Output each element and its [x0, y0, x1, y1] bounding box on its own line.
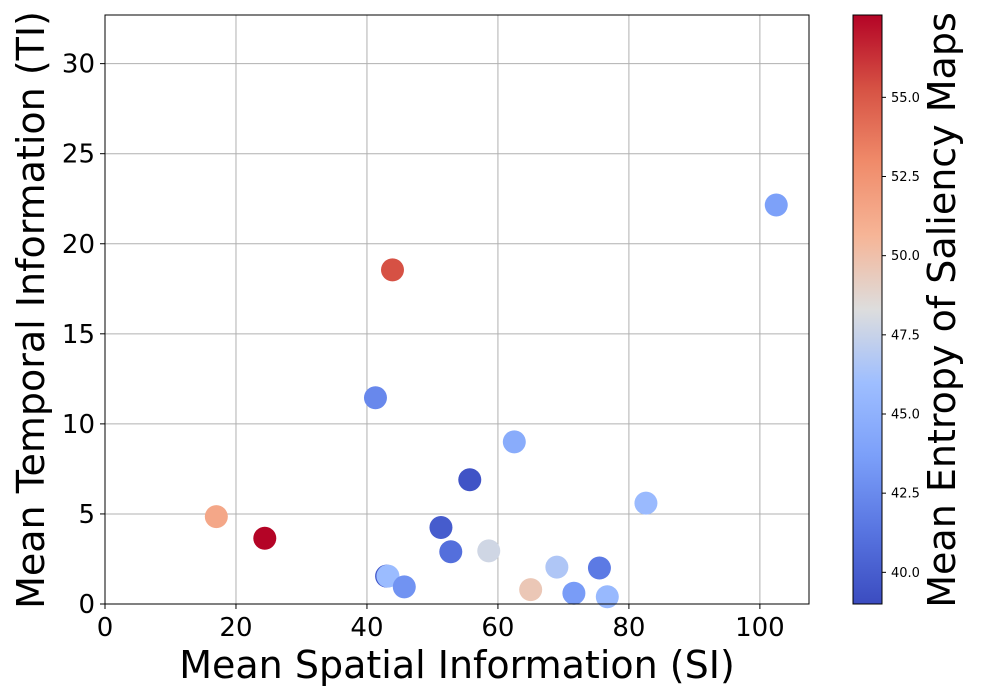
- y-tick-label: 15: [62, 320, 95, 350]
- data-point: [458, 468, 482, 492]
- points-layer: [204, 193, 788, 609]
- y-tick-label: 5: [78, 500, 95, 530]
- colorbar-tick-label: 52.5: [891, 170, 920, 185]
- colorbar-tick-label: 42.5: [891, 487, 920, 502]
- data-point: [634, 491, 658, 515]
- data-point: [204, 505, 228, 529]
- data-point: [502, 430, 526, 454]
- colorbar: [852, 14, 883, 605]
- data-point: [429, 515, 453, 539]
- y-tick-label: 20: [62, 230, 95, 260]
- colorbar-tick-label: 55.0: [891, 91, 920, 106]
- y-tick-label: 0: [78, 590, 95, 620]
- data-point: [376, 564, 400, 588]
- colorbar-tick-label: 45.0: [891, 408, 920, 423]
- data-point: [439, 540, 463, 564]
- x-axis-label: Mean Spatial Information (SI): [179, 643, 735, 687]
- y-tick-label: 30: [62, 50, 95, 80]
- x-tick-label: 0: [97, 613, 114, 643]
- colorbar-ticks: 40.0 42.5 45.0 47.5 50.0 52.5 55.0: [882, 91, 920, 581]
- colorbar-tick-label: 50.0: [891, 249, 920, 264]
- plot-area-frame: [104, 14, 810, 605]
- x-tick-label: 60: [481, 613, 514, 643]
- colorbar-tick-label: 40.0: [891, 566, 920, 581]
- x-tick-label: 100: [735, 613, 785, 643]
- y-tick-label: 10: [62, 410, 95, 440]
- data-point: [545, 555, 569, 579]
- data-point: [764, 193, 788, 217]
- colorbar-tick-label: 47.5: [891, 328, 920, 343]
- data-point: [562, 581, 586, 605]
- data-point: [392, 575, 416, 599]
- y-tick-label: 25: [62, 140, 95, 170]
- data-point: [587, 556, 611, 580]
- x-tick-label: 80: [612, 613, 645, 643]
- grid-layer: [104, 15, 809, 605]
- data-point: [519, 578, 543, 602]
- x-tick-label: 20: [219, 613, 252, 643]
- colorbar-label: Mean Entropy of Saliency Maps: [920, 12, 964, 607]
- data-point: [253, 526, 277, 550]
- data-point: [477, 539, 501, 563]
- data-point: [363, 386, 387, 410]
- ticks-layer: 0 20 40 60 80 100 0 5 10 15 20 25 30: [62, 50, 785, 643]
- data-point: [380, 258, 404, 282]
- y-axis-label: Mean Temporal Information (TI): [9, 11, 53, 609]
- data-point: [595, 585, 619, 609]
- x-tick-label: 40: [350, 613, 383, 643]
